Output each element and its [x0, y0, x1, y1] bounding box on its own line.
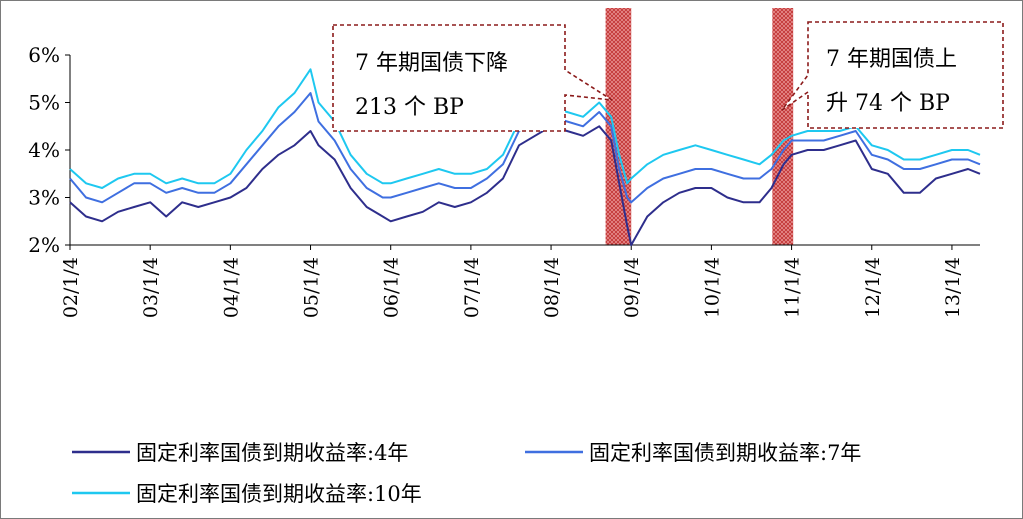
y-tick-label: 6% [28, 43, 60, 67]
x-tick-label: 07/1/4 [461, 257, 483, 318]
x-tick-label: 08/1/4 [541, 257, 563, 318]
annotation-rise-callout [781, 21, 1004, 129]
y-tick-label: 2% [28, 233, 60, 257]
legend-label-7y: 固定利率国债到期收益率:7年 [589, 441, 861, 465]
annotation-decline-callout [332, 24, 613, 132]
x-ticks: 02/1/4 03/1/4 04/1/4 05/1/4 06/1/4 07/1/4 08/1… [60, 245, 964, 318]
y-tick-label: 3% [28, 186, 60, 210]
x-tick-label: 11/1/4 [782, 257, 804, 318]
x-tick-label: 12/1/4 [862, 257, 884, 318]
shaded-period-1 [605, 8, 632, 245]
legend-label-10y: 固定利率国债到期收益率:10年 [136, 482, 422, 506]
annotation-rise: 7 年期国债上 升 74 个 BP [781, 21, 1004, 129]
x-tick-label: 04/1/4 [220, 257, 242, 318]
x-tick-label: 09/1/4 [621, 257, 643, 318]
series-line-4y [69, 125, 981, 246]
x-tick-label: 03/1/4 [140, 257, 162, 318]
y-ticks: 6% 5% 4% 3% 2% [28, 43, 70, 257]
x-tick-label: 10/1/4 [701, 257, 723, 318]
y-tick-label: 5% [28, 91, 60, 115]
y-tick-label: 4% [28, 138, 60, 162]
shaded-period-2 [772, 8, 794, 245]
annotation-decline-line2: 213 个 BP [355, 95, 464, 120]
x-tick-label: 06/1/4 [381, 257, 403, 318]
annotation-rise-line2: 升 74 个 BP [826, 91, 950, 116]
shaded-periods [605, 8, 794, 245]
annotation-decline: 7 年期国债下降 213 个 BP [332, 24, 613, 132]
x-tick-label: 05/1/4 [301, 257, 323, 318]
annotation-decline-line1: 7 年期国债下降 [355, 51, 508, 76]
legend-label-4y: 固定利率国债到期收益率:4年 [136, 441, 408, 465]
legend: 固定利率国债到期收益率:4年 固定利率国债到期收益率:7年 固定利率国债到期收益… [72, 441, 861, 506]
annotation-rise-line1: 7 年期国债上 [826, 47, 957, 72]
x-tick-label: 02/1/4 [60, 257, 82, 318]
x-tick-label: 13/1/4 [942, 257, 964, 318]
